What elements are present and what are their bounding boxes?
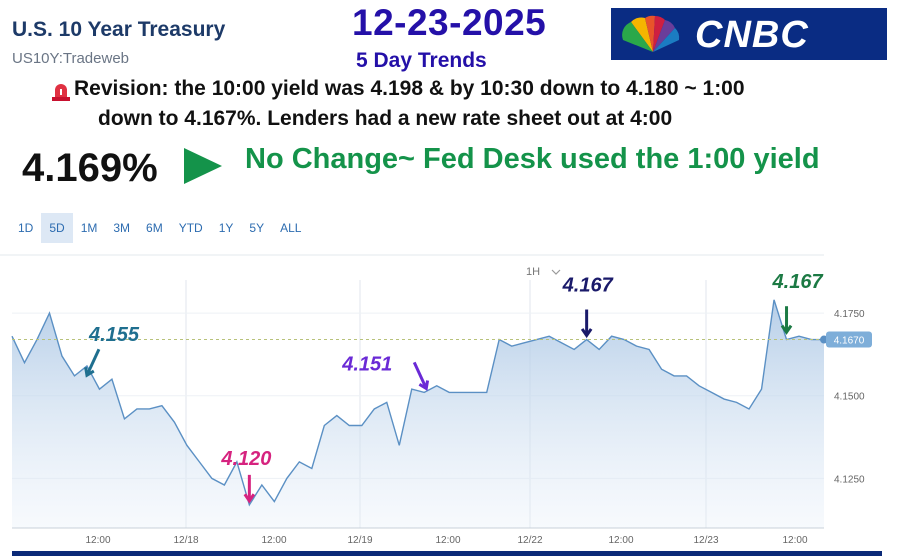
range-ytd[interactable]: YTD [178, 221, 203, 235]
range-3m[interactable]: 3M [113, 221, 131, 235]
range-1y[interactable]: 1Y [218, 221, 234, 235]
y-tick-label: 4.1250 [834, 474, 865, 485]
x-tick-label: 12:00 [261, 535, 286, 546]
revision-line-2: down to 4.167%. Lenders had a new rate s… [98, 107, 673, 130]
trend-heading: 5 Day Trends [356, 49, 487, 72]
current-yield: 4.169% [22, 146, 158, 190]
range-1m[interactable]: 1M [80, 221, 98, 235]
annotation-label: 4.167 [562, 275, 614, 297]
y-tick-label: 4.1750 [834, 309, 865, 320]
annotation-arrowhead [418, 380, 430, 391]
x-tick-label: 12/19 [347, 535, 372, 546]
range-6m[interactable]: 6M [146, 221, 163, 235]
current-value-badge [826, 331, 872, 348]
yield-line [11, 299, 824, 507]
x-tick-label: 12/23 [693, 535, 718, 546]
range-selector: 1D 5D 1M 3M 6M YTD 1Y 5Y ALL [10, 213, 309, 243]
siren-icon [52, 84, 70, 101]
annotation-arrowhead [84, 367, 95, 378]
annotation-label: 4.167 [772, 271, 824, 293]
annotation-arrowhead [780, 324, 793, 335]
annotation-arrowhead [580, 328, 593, 339]
chart-title: U.S. 10 Year Treasury [12, 18, 226, 41]
x-tick-label: 12:00 [85, 535, 110, 546]
yield-area [12, 299, 824, 528]
annotation-label: 4.155 [88, 324, 140, 346]
status-message: No Change~ Fed Desk used the 1:00 yield [245, 143, 820, 175]
x-tick-label: 12:00 [782, 535, 807, 546]
logo-text: CNBC [695, 14, 809, 56]
range-1d[interactable]: 1D [18, 221, 34, 235]
cnbc-logo: CNBC [611, 8, 887, 60]
x-tick-label: 12/22 [517, 535, 542, 546]
interval-select[interactable]: 1H [526, 266, 540, 278]
annotation-arrow [412, 361, 428, 390]
annotation-label: 4.120 [220, 448, 271, 470]
range-5y[interactable]: 5Y [249, 221, 265, 235]
annotation-label: 4.151 [341, 353, 392, 375]
annotation-arrow [85, 348, 101, 376]
chart-subtitle: US10Y:Tradeweb [12, 50, 130, 67]
play-triangle-icon [184, 148, 222, 184]
peacock-icon [622, 15, 680, 53]
revision-line-1: Revision: the 10:00 yield was 4.198 & by… [74, 77, 745, 100]
x-tick-label: 12/18 [173, 535, 198, 546]
range-5d[interactable]: 5D [41, 213, 73, 243]
x-tick-label: 12:00 [608, 535, 633, 546]
range-all[interactable]: ALL [280, 221, 302, 235]
chevron-down-icon[interactable] [551, 269, 561, 275]
annotation-arrowhead [243, 493, 256, 504]
yield-chart: 4.1670 4.1250 4.1500 4.1750 12:00 12/18 12:00 1… [0, 254, 872, 546]
bottom-bar [12, 551, 882, 556]
x-tick-label: 12:00 [435, 535, 460, 546]
y-tick-label: 4.1500 [834, 392, 865, 403]
date-heading: 12-23-2025 [352, 2, 547, 43]
current-value-label: 4.1670 [834, 336, 865, 347]
